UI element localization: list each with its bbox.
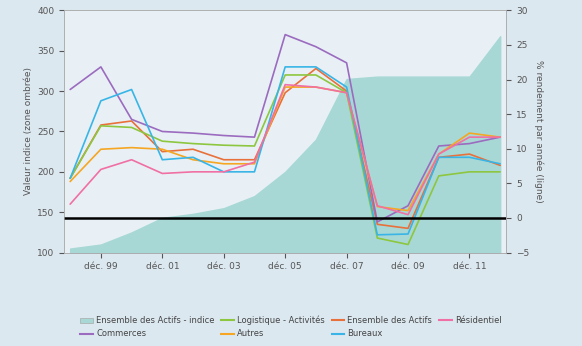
- Y-axis label: % rendement par année (ligne): % rendement par année (ligne): [534, 60, 543, 203]
- Y-axis label: Valeur indice (zone ombrée): Valeur indice (zone ombrée): [24, 67, 33, 195]
- Legend: Ensemble des Actifs - indice, Commerces, Logistique - Activités, Autres, Ensembl: Ensemble des Actifs - indice, Commerces,…: [77, 312, 505, 342]
